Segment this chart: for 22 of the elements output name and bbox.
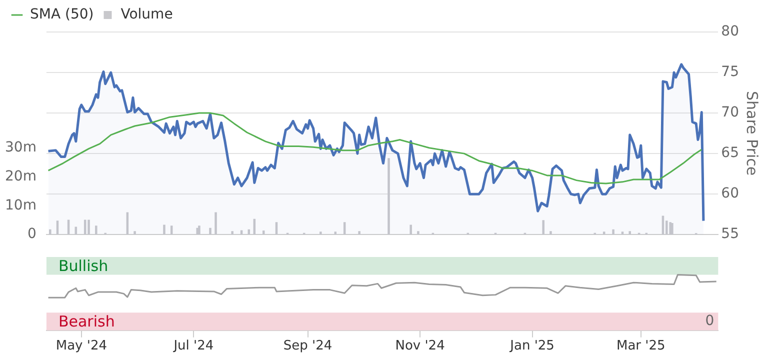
x-tick-label: Jul '24: [172, 338, 214, 354]
x-tick-label: Jan '25: [509, 338, 554, 354]
y-tick-label: 60: [721, 186, 740, 202]
y-tick-label: 80: [721, 24, 740, 40]
y2-tick-label: 20m: [5, 168, 36, 184]
y2-tick-label: 0: [28, 226, 36, 242]
y-tick-label: 65: [721, 145, 740, 162]
y-tick-label: 75: [721, 64, 740, 80]
x-tick-label: Sep '24: [283, 338, 332, 354]
y2-tick-label: 30m: [5, 139, 36, 156]
y-axis-title: Share Price: [743, 90, 762, 176]
x-tick-label: Mar '25: [616, 338, 666, 354]
legend-label: Volume: [120, 6, 173, 23]
annotation: 0: [705, 313, 714, 330]
band-label: Bullish: [58, 256, 108, 275]
x-tick-label: Nov '24: [395, 338, 445, 354]
y-tick-label: 70: [721, 104, 740, 121]
legend-label: SMA (50): [30, 6, 94, 23]
band-label: Bearish: [58, 312, 115, 330]
y2-tick-label: 10m: [5, 197, 36, 214]
y-tick-label: 55: [721, 226, 740, 242]
x-tick-label: May '24: [56, 338, 107, 354]
